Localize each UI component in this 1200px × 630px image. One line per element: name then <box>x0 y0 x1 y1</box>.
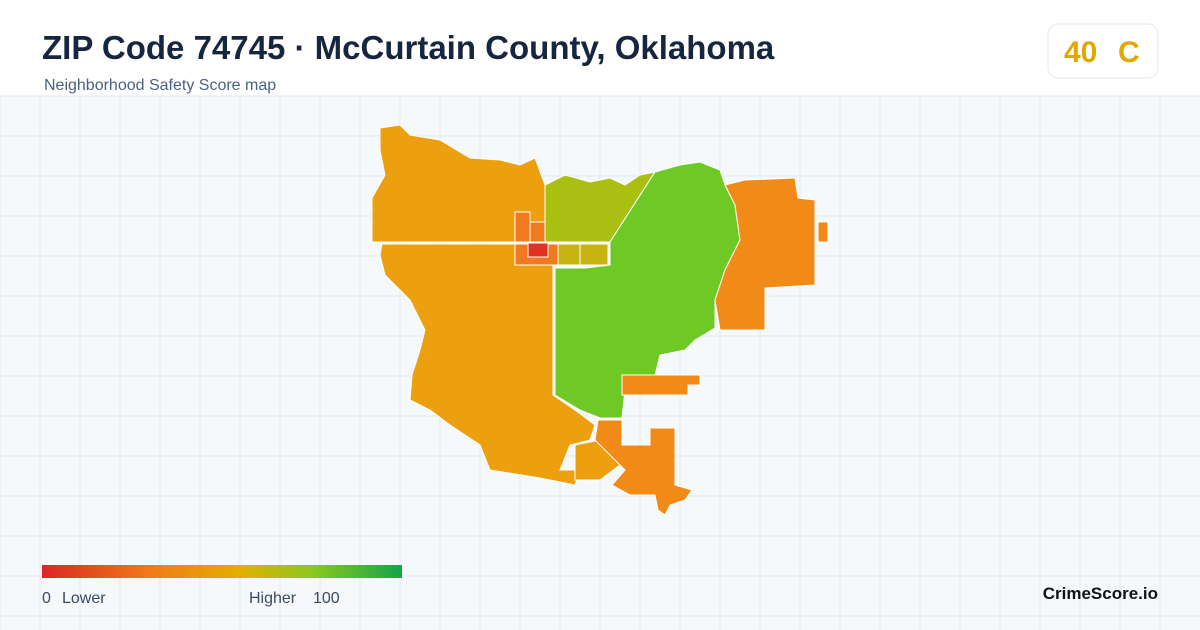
legend-max: 100 <box>313 590 340 607</box>
title: ZIP Code 74745 · McCurtain County, Oklah… <box>42 29 775 66</box>
region <box>379 243 596 486</box>
score-grade: C <box>1118 36 1140 69</box>
region <box>554 161 741 419</box>
score-box <box>1047 23 1159 79</box>
legend-min: 0 <box>42 590 51 607</box>
legend-max-label: Higher <box>249 590 297 607</box>
region <box>579 243 609 266</box>
region <box>621 374 701 396</box>
score-value: 40 <box>1064 36 1097 69</box>
region <box>527 242 549 258</box>
region <box>594 419 693 516</box>
region <box>817 221 829 243</box>
map <box>371 124 829 516</box>
region <box>557 243 581 266</box>
region <box>514 211 531 243</box>
region <box>714 177 816 331</box>
legend-bar <box>42 565 402 578</box>
region <box>544 171 657 243</box>
legend-min-label: Lower <box>62 590 106 607</box>
region <box>529 221 546 243</box>
subtitle: Neighborhood Safety Score map <box>44 77 276 94</box>
brand: CrimeScore.io <box>1043 584 1158 603</box>
region <box>371 124 546 243</box>
